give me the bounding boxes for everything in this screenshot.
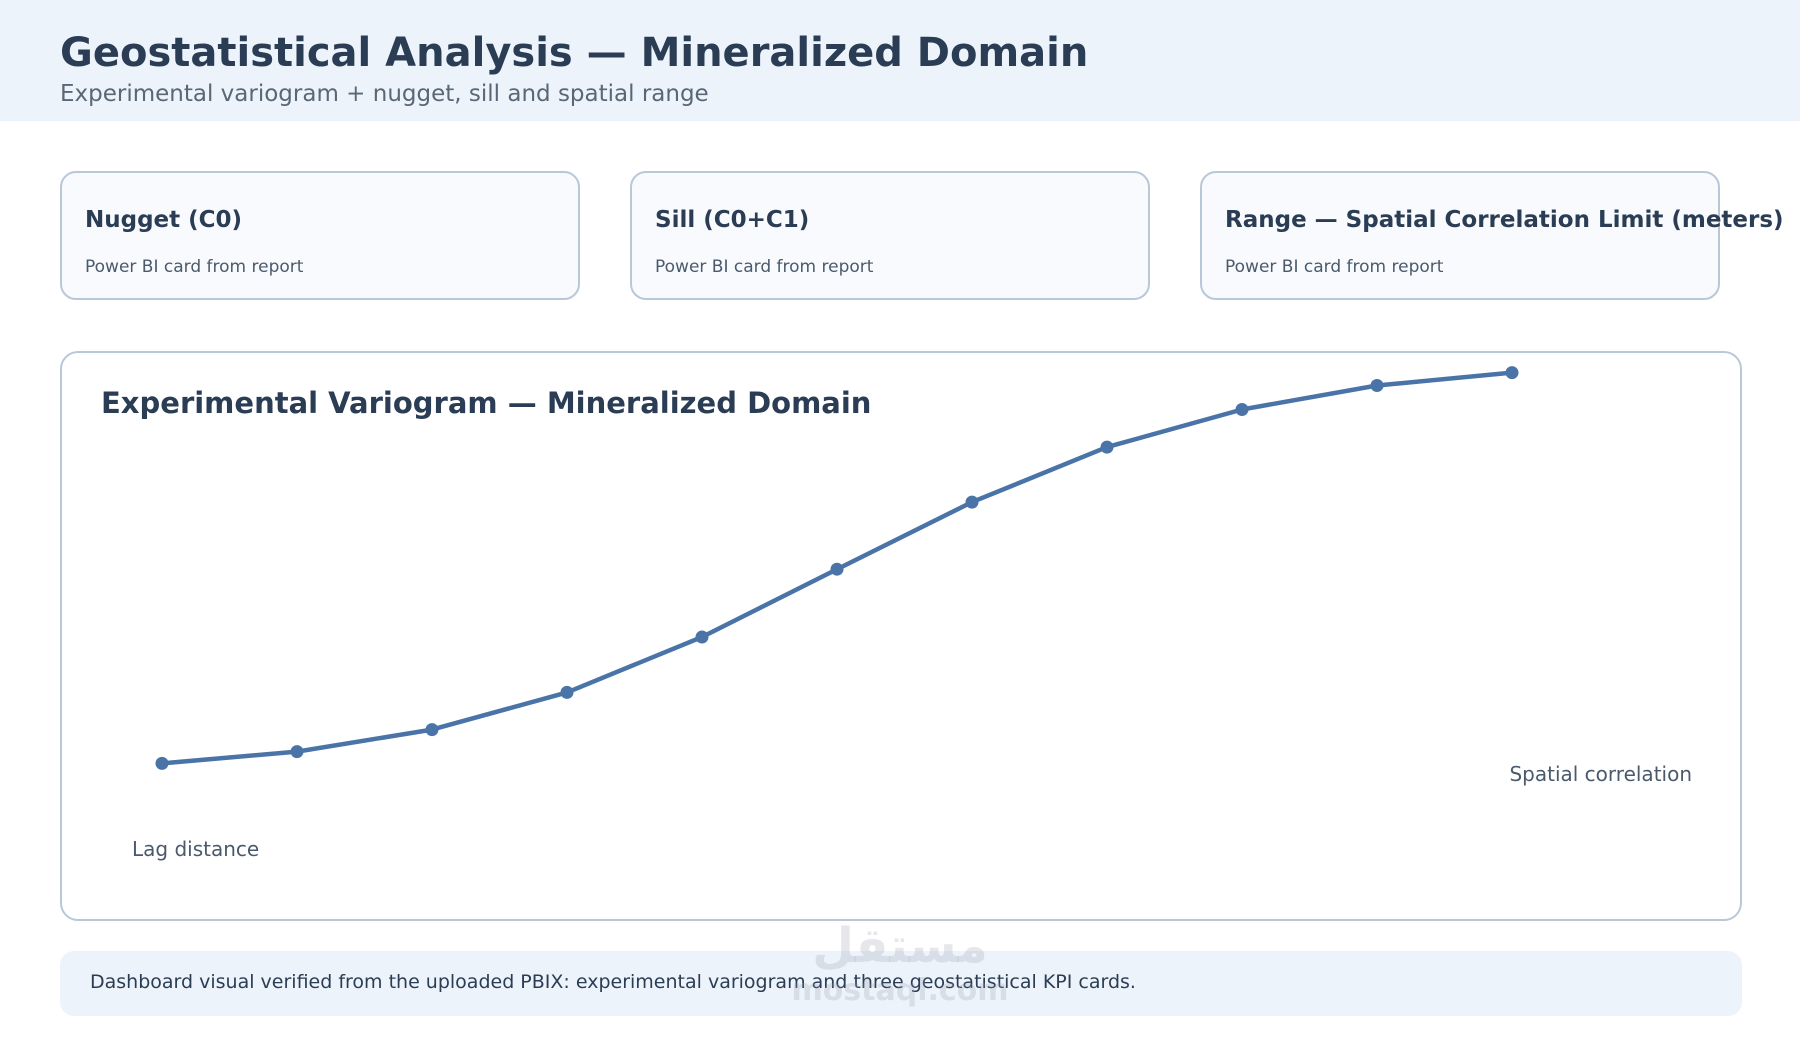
page-title: Geostatistical Analysis — Mineralized Do…: [60, 30, 1089, 76]
data-point[interactable]: [695, 630, 709, 644]
page-subtitle: Experimental variogram + nugget, sill an…: [60, 81, 709, 107]
variogram-plot: [155, 366, 1519, 770]
header-banner: Geostatistical Analysis — Mineralized Do…: [0, 0, 1800, 121]
watermark-latin: mostaql.com: [791, 973, 1009, 1008]
data-point[interactable]: [425, 723, 439, 737]
watermark-logo: مستقل mostaql.com: [790, 918, 1010, 1008]
data-point[interactable]: [965, 495, 979, 509]
kpi-subtitle: Power BI card from report: [655, 257, 874, 277]
data-point[interactable]: [1100, 440, 1114, 454]
chart-title: Experimental Variogram — Mineralized Dom…: [101, 386, 872, 420]
data-point[interactable]: [830, 562, 844, 576]
x-axis-label: Lag distance: [132, 837, 260, 861]
chart-annotation: Spatial correlation: [1509, 762, 1692, 786]
kpi-card-sill[interactable]: Sill (C0+C1) Power BI card from report: [630, 171, 1150, 300]
footer-text: Dashboard visual verified from the uploa…: [90, 971, 1136, 993]
kpi-title: Range — Spatial Correlation Limit (meter…: [1225, 207, 1784, 233]
data-point[interactable]: [1505, 366, 1519, 380]
data-point[interactable]: [155, 756, 169, 770]
kpi-card-range[interactable]: Range — Spatial Correlation Limit (meter…: [1200, 171, 1784, 300]
kpi-card-nugget[interactable]: Nugget (C0) Power BI card from report: [60, 171, 580, 300]
footer-note: Dashboard visual verified from the uploa…: [60, 951, 1742, 1016]
data-point[interactable]: [560, 685, 574, 699]
data-point[interactable]: [1235, 403, 1249, 416]
variogram-chart-panel[interactable]: Experimental Variogram — Mineralized Dom…: [60, 351, 1742, 921]
data-point[interactable]: [290, 745, 304, 759]
data-point[interactable]: [1370, 379, 1384, 392]
kpi-title: Sill (C0+C1): [655, 207, 810, 233]
watermark-arabic: مستقل: [812, 918, 988, 974]
kpi-subtitle: Power BI card from report: [85, 257, 304, 277]
kpi-subtitle: Power BI card from report: [1225, 257, 1444, 277]
kpi-title: Nugget (C0): [85, 207, 243, 233]
